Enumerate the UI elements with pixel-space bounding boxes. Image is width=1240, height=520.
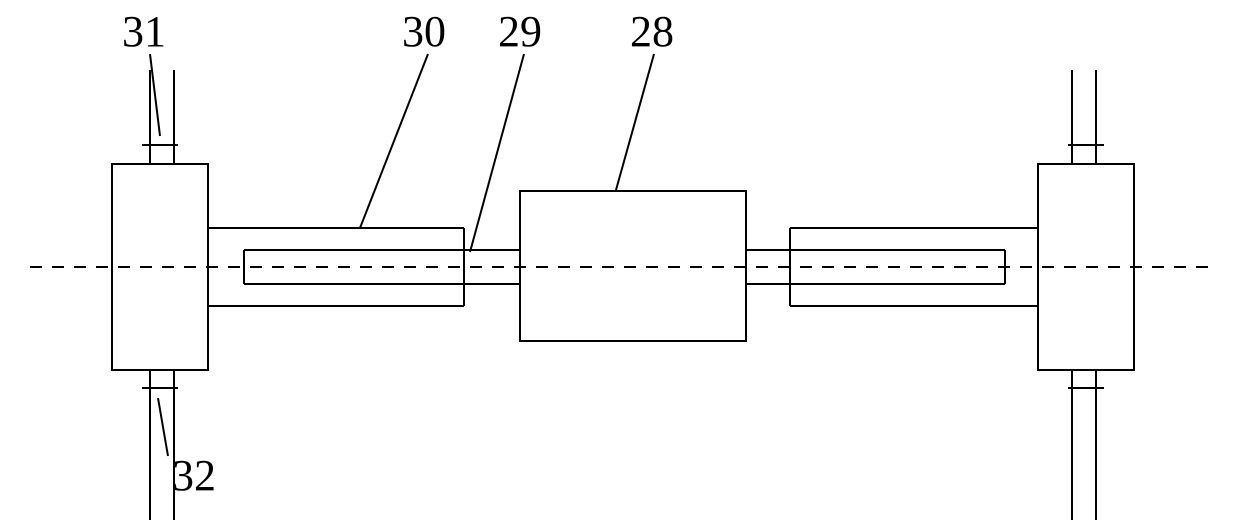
leader-28: [616, 54, 654, 190]
leader-31: [150, 54, 160, 136]
label-31: 31: [122, 7, 166, 56]
leader-30: [360, 54, 428, 228]
label-32: 32: [172, 451, 216, 500]
label-29: 29: [498, 7, 542, 56]
label-28: 28: [630, 7, 674, 56]
leader-32: [158, 398, 168, 456]
leader-29: [470, 54, 524, 252]
label-30: 30: [402, 7, 446, 56]
